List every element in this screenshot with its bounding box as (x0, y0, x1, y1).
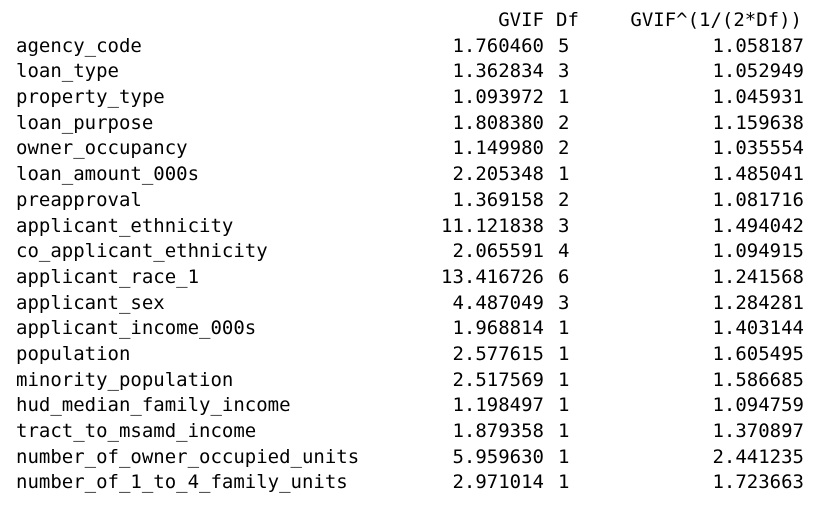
table-row: minority_population 2.517569 1 1.586685 (16, 368, 816, 394)
table-body: agency_code 1.760460 5 1.058187 loan_type 1.3… (16, 34, 816, 496)
variable-cell: loan_purpose (16, 111, 154, 134)
gvif-cell: 1.149980 (452, 137, 544, 160)
adjusted-gvif-cell: 1.035554 (712, 137, 804, 160)
gvif-cell: 5.959630 (452, 445, 544, 468)
table-row: agency_code 1.760460 5 1.058187 (16, 34, 816, 60)
gvif-cell: 2.577615 (452, 342, 544, 365)
df-cell: 1 (558, 86, 570, 109)
adjusted-gvif-cell: 1.045931 (712, 86, 804, 109)
df-cell: 6 (558, 265, 570, 288)
table-row: applicant_race_1 13.416726 6 1.241568 (16, 265, 816, 291)
df-cell: 4 (558, 240, 570, 263)
df-cell: 1 (558, 394, 570, 417)
table-row: applicant_income_000s 1.968814 1 1.403144 (16, 316, 816, 342)
df-cell: 3 (558, 214, 570, 237)
gvif-cell: 11.121838 (441, 214, 544, 237)
console-output: GVIF Df GVIF^(1/(2*Df)) agency_code 1.760… (16, 8, 816, 496)
df-cell: 1 (558, 368, 570, 391)
gvif-cell: 1.879358 (452, 420, 544, 442)
variable-cell: minority_population (16, 368, 234, 391)
adjusted-gvif-cell: 1.586685 (712, 368, 804, 391)
adjusted-gvif-cell: 1.605495 (712, 342, 804, 365)
table-row: tract_to_msamd_income 1.879358 1 1.370897 (16, 419, 816, 445)
header-adjusted-gvif: GVIF^(1/(2*Df)) (630, 9, 802, 31)
adjusted-gvif-cell: 1.159638 (712, 111, 804, 134)
table-row: hud_median_family_income 1.198497 1 1.09475… (16, 393, 816, 419)
gvif-cell: 2.971014 (452, 471, 544, 494)
variable-cell: applicant_sex (16, 291, 165, 314)
table-row: co_applicant_ethnicity 2.065591 4 1.094915 (16, 239, 816, 265)
table-row: applicant_sex 4.487049 3 1.284281 (16, 291, 816, 317)
gvif-cell: 2.205348 (452, 163, 544, 186)
variable-cell: property_type (16, 86, 165, 109)
adjusted-gvif-cell: 1.058187 (712, 34, 804, 57)
df-cell: 1 (558, 342, 570, 365)
gvif-cell: 1.198497 (452, 394, 544, 417)
gvif-cell: 4.487049 (452, 291, 544, 314)
variable-cell: applicant_race_1 (16, 265, 200, 288)
variable-cell: hud_median_family_income (16, 394, 291, 417)
variable-cell: preapproval (16, 188, 142, 211)
df-cell: 2 (558, 137, 570, 160)
gvif-cell: 1.362834 (452, 60, 544, 83)
gvif-cell: 13.416726 (441, 265, 544, 288)
variable-cell: applicant_ethnicity (16, 214, 234, 237)
variable-cell: agency_code (16, 34, 142, 57)
variable-cell: applicant_income_000s (16, 317, 257, 340)
gvif-cell: 1.760460 (452, 34, 544, 57)
table-row: population 2.577615 1 1.605495 (16, 342, 816, 368)
adjusted-gvif-cell: 1.403144 (712, 317, 804, 340)
table-row: owner_occupancy 1.149980 2 1.035554 (16, 136, 816, 162)
df-cell: 3 (558, 291, 570, 314)
df-cell: 1 (558, 317, 570, 340)
table-row: property_type 1.093972 1 1.045931 (16, 85, 816, 111)
gvif-cell: 1.808380 (452, 111, 544, 134)
df-cell: 1 (558, 163, 570, 186)
variable-cell: tract_to_msamd_income (16, 420, 257, 442)
df-cell: 1 (558, 471, 570, 494)
adjusted-gvif-cell: 1.494042 (712, 214, 804, 237)
table-row: preapproval 1.369158 2 1.081716 (16, 188, 816, 214)
adjusted-gvif-cell: 1.370897 (712, 420, 804, 442)
gvif-cell: 2.065591 (452, 240, 544, 263)
header-gvif: GVIF (498, 9, 544, 31)
table-row: number_of_owner_occupied_units 5.959630 1 2… (16, 445, 816, 471)
adjusted-gvif-cell: 1.241568 (712, 265, 804, 288)
variable-cell: owner_occupancy (16, 137, 188, 160)
adjusted-gvif-cell: 2.441235 (712, 445, 804, 468)
variable-cell: number_of_1_to_4_family_units (16, 471, 348, 494)
adjusted-gvif-cell: 1.284281 (712, 291, 804, 314)
adjusted-gvif-cell: 1.723663 (712, 471, 804, 494)
table-row: number_of_1_to_4_family_units 2.971014 1 1.… (16, 470, 816, 496)
adjusted-gvif-cell: 1.052949 (712, 60, 804, 83)
df-cell: 1 (558, 445, 570, 468)
df-cell: 1 (558, 420, 570, 442)
variable-cell: co_applicant_ethnicity (16, 240, 268, 263)
table-row: loan_purpose 1.808380 2 1.159638 (16, 111, 816, 137)
table-row: loan_type 1.362834 3 1.052949 (16, 59, 816, 85)
table-header: GVIF Df GVIF^(1/(2*Df)) (16, 8, 816, 34)
adjusted-gvif-cell: 1.081716 (712, 188, 804, 211)
header-df: Df (556, 9, 579, 31)
adjusted-gvif-cell: 1.485041 (712, 163, 804, 186)
gvif-cell: 1.093972 (452, 86, 544, 109)
df-cell: 2 (558, 188, 570, 211)
gvif-cell: 1.968814 (452, 317, 544, 340)
adjusted-gvif-cell: 1.094915 (712, 240, 804, 263)
adjusted-gvif-cell: 1.094759 (712, 394, 804, 417)
table-row: applicant_ethnicity 11.121838 3 1.494042 (16, 214, 816, 240)
gvif-cell: 2.517569 (452, 368, 544, 391)
variable-cell: population (16, 342, 131, 365)
df-cell: 2 (558, 111, 570, 134)
variable-cell: loan_type (16, 60, 119, 83)
df-cell: 3 (558, 60, 570, 83)
df-cell: 5 (558, 34, 570, 57)
header-variable (16, 8, 416, 34)
variable-cell: number_of_owner_occupied_units (16, 445, 360, 468)
table-row: loan_amount_000s 2.205348 1 1.485041 (16, 162, 816, 188)
gvif-cell: 1.369158 (452, 188, 544, 211)
variable-cell: loan_amount_000s (16, 163, 200, 186)
